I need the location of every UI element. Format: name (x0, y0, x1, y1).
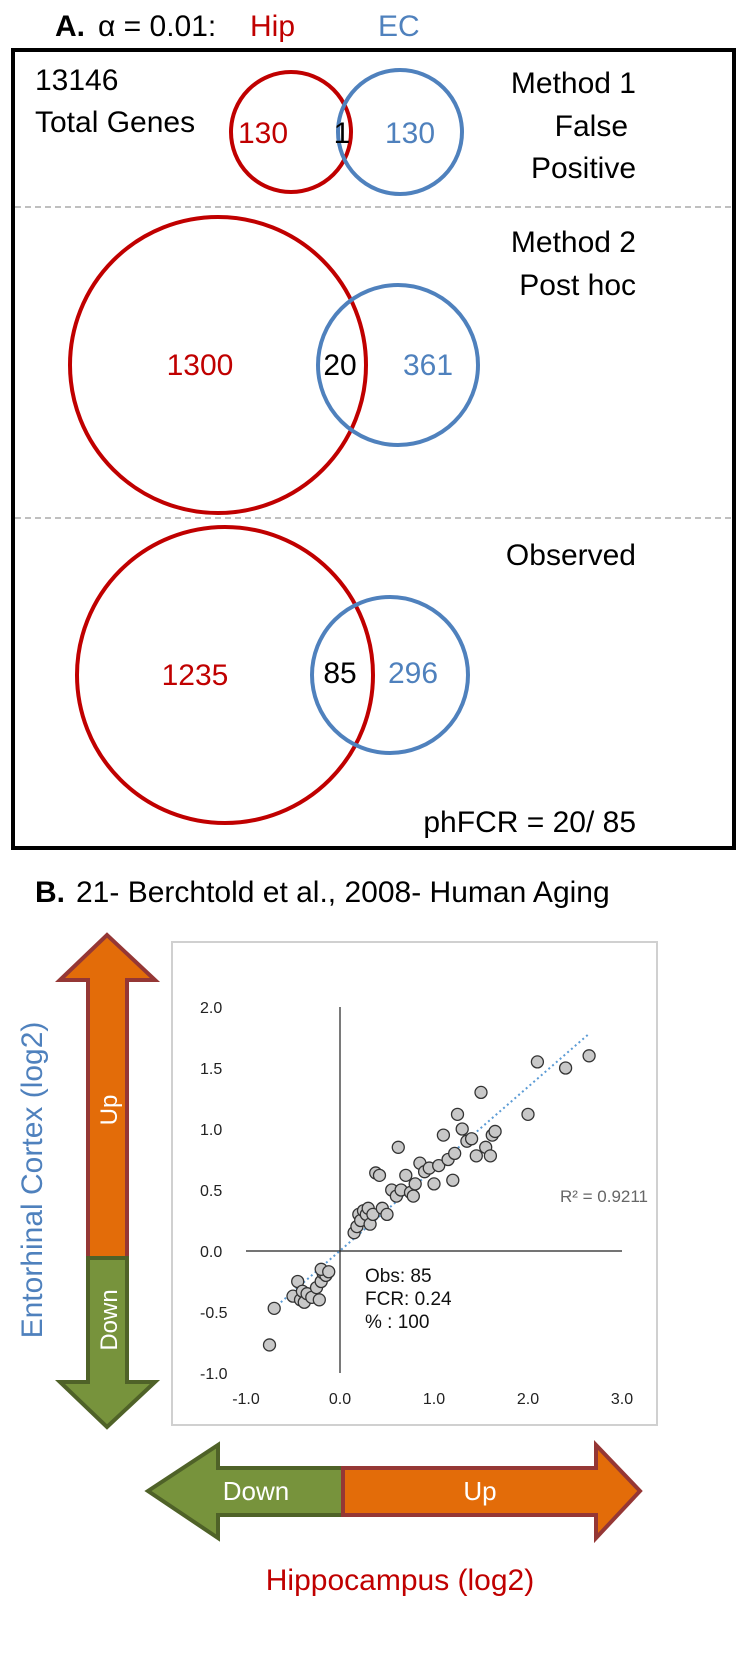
hip-legend: Hip (250, 10, 295, 43)
annotation: % : 100 (365, 1312, 429, 1333)
point (446, 1173, 460, 1187)
up-arrow (341, 1440, 643, 1544)
hip-count: 130 (238, 117, 288, 150)
down-label: Down (96, 1289, 123, 1350)
point (432, 1158, 446, 1173)
point (450, 1107, 465, 1122)
point (312, 1293, 326, 1307)
x-tick-label: -1.0 (232, 1391, 260, 1408)
ec-legend: EC (378, 10, 420, 43)
overlap-count: 85 (323, 657, 356, 690)
point (399, 1168, 413, 1183)
ec-count: 296 (388, 657, 438, 690)
up-arrow (55, 932, 161, 1260)
footnote: phFCR = 20/ 85 (423, 806, 636, 839)
row-title: Observed (506, 539, 636, 572)
y-axis-label: Entorhinal Cortex (log2) (16, 1022, 49, 1339)
point (262, 1338, 277, 1352)
point (380, 1207, 394, 1222)
point (464, 1132, 479, 1146)
point (267, 1301, 281, 1315)
ec-circle (310, 595, 470, 755)
x-tick-label: 0.0 (329, 1391, 351, 1408)
annotation: Obs: 85 (365, 1266, 432, 1287)
row-title: Method 1 (511, 67, 636, 100)
r-squared: R² = 0.9211 (560, 1187, 648, 1206)
annotation: FCR: 0.24 (365, 1289, 452, 1310)
row-title: Positive (531, 152, 636, 185)
point (406, 1189, 420, 1203)
hip-circle (75, 525, 375, 825)
down-arrow (55, 1256, 161, 1430)
point (483, 1149, 498, 1163)
point (391, 1140, 405, 1154)
y-tick-label: -0.5 (200, 1305, 228, 1322)
down-arrow (144, 1441, 345, 1542)
y-tick-label: 2.0 (200, 1000, 222, 1017)
point (455, 1122, 469, 1136)
row-title: False (555, 110, 628, 143)
panel-label: B. (35, 876, 65, 909)
point (582, 1049, 596, 1063)
x-tick-label: 2.0 (517, 1391, 539, 1408)
point (530, 1055, 545, 1069)
hip-circle (68, 215, 368, 515)
hip-count: 1300 (167, 349, 234, 382)
point (521, 1107, 535, 1122)
y-tick-label: 1.0 (200, 1122, 222, 1139)
point (427, 1177, 441, 1191)
down-label: Down (223, 1476, 289, 1506)
point (436, 1128, 451, 1142)
ec-count: 130 (385, 117, 435, 150)
x-tick-label: 1.0 (423, 1391, 445, 1408)
panel-box (11, 48, 736, 850)
point (372, 1168, 387, 1183)
point (366, 1207, 380, 1222)
point (488, 1124, 502, 1139)
ec-circle (316, 283, 480, 447)
overlap-count: 20 (323, 349, 356, 382)
total: 13146 (35, 64, 118, 97)
plot: -1.0 -0.5 0.0 0.5 1.0 1.5 2.0 -1.0 0.0 1.0 2.0 3.0 O… (200, 1000, 648, 1408)
y-tick-label: 1.5 (200, 1061, 222, 1078)
hip-circle (229, 70, 353, 194)
point (322, 1265, 336, 1279)
up-label: Up (96, 1095, 123, 1126)
x-axis-label: Hippocampus (log2) (266, 1564, 534, 1597)
total-label: Total Genes (35, 106, 195, 139)
y-tick-label: -1.0 (200, 1366, 228, 1383)
ec-count: 361 (403, 349, 453, 382)
panel-title: 21- Berchtold et al., 2008- Human Aging (76, 876, 610, 909)
hip-count: 1235 (162, 659, 229, 692)
point (469, 1149, 483, 1163)
overlap-count: 1 (334, 117, 351, 150)
up-label: Up (463, 1476, 496, 1506)
y-tick-label: 0.0 (200, 1244, 222, 1261)
point (448, 1146, 462, 1161)
panel-label: A. (55, 10, 85, 43)
alpha: α = 0.01: (98, 10, 216, 43)
point (474, 1085, 488, 1100)
ec-circle (336, 68, 464, 196)
y-tick-label: 0.5 (200, 1183, 222, 1200)
row-title: Post hoc (519, 269, 636, 302)
point (408, 1177, 422, 1191)
x-tick-label: 3.0 (611, 1391, 633, 1408)
point (558, 1061, 573, 1075)
row-title: Method 2 (511, 226, 636, 259)
